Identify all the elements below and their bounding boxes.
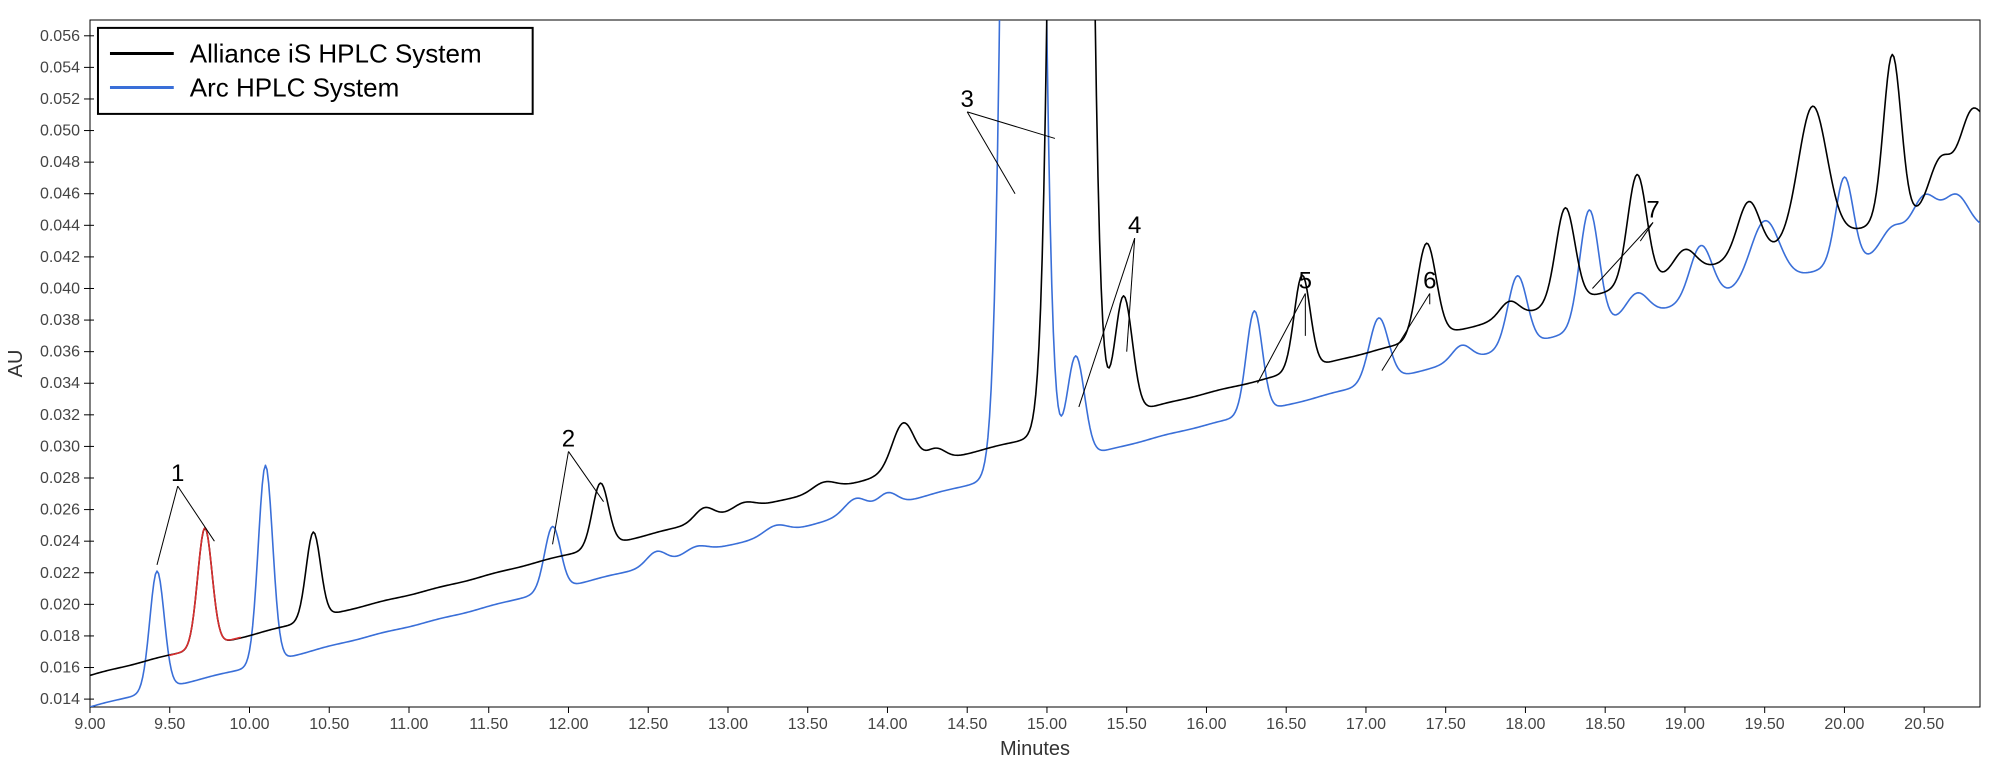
svg-text:9.00: 9.00 (74, 716, 105, 733)
svg-text:0.030: 0.030 (40, 438, 80, 455)
svg-text:0.042: 0.042 (40, 249, 80, 266)
svg-text:0.018: 0.018 (40, 628, 80, 645)
svg-text:0.050: 0.050 (40, 123, 80, 140)
svg-text:9.50: 9.50 (154, 716, 185, 733)
svg-text:13.50: 13.50 (788, 716, 828, 733)
svg-text:16.50: 16.50 (1266, 716, 1306, 733)
svg-text:0.038: 0.038 (40, 312, 80, 329)
svg-text:15.00: 15.00 (1027, 716, 1067, 733)
svg-text:12.50: 12.50 (628, 716, 668, 733)
svg-text:0.040: 0.040 (40, 280, 80, 297)
svg-text:0.034: 0.034 (40, 375, 80, 392)
svg-text:10.50: 10.50 (309, 716, 349, 733)
svg-text:0.046: 0.046 (40, 186, 80, 203)
svg-text:6: 6 (1423, 267, 1436, 294)
svg-text:0.016: 0.016 (40, 660, 80, 677)
svg-text:0.014: 0.014 (40, 691, 80, 708)
svg-text:2: 2 (562, 425, 575, 452)
svg-text:0.024: 0.024 (40, 533, 80, 550)
svg-text:0.022: 0.022 (40, 565, 80, 582)
svg-text:13.00: 13.00 (708, 716, 748, 733)
svg-text:1: 1 (171, 460, 184, 487)
chromatogram-svg: 9.009.5010.0010.5011.0011.5012.0012.5013… (0, 0, 2000, 767)
svg-text:16.00: 16.00 (1186, 716, 1226, 733)
svg-text:0.052: 0.052 (40, 91, 80, 108)
svg-text:17.00: 17.00 (1346, 716, 1386, 733)
svg-text:7: 7 (1646, 196, 1659, 223)
svg-text:14.00: 14.00 (867, 716, 907, 733)
svg-text:10.00: 10.00 (229, 716, 269, 733)
svg-text:3: 3 (961, 86, 974, 113)
svg-text:Arc HPLC System: Arc HPLC System (190, 73, 400, 103)
svg-text:AU: AU (5, 350, 27, 378)
svg-text:20.00: 20.00 (1824, 716, 1864, 733)
svg-text:14.50: 14.50 (947, 716, 987, 733)
svg-text:0.032: 0.032 (40, 407, 80, 424)
svg-text:15.50: 15.50 (1107, 716, 1147, 733)
svg-text:Minutes: Minutes (1000, 738, 1070, 760)
svg-text:0.036: 0.036 (40, 344, 80, 361)
svg-text:0.048: 0.048 (40, 154, 80, 171)
svg-text:0.028: 0.028 (40, 470, 80, 487)
svg-text:Alliance iS HPLC System: Alliance iS HPLC System (190, 39, 482, 69)
svg-text:12.00: 12.00 (548, 716, 588, 733)
svg-text:18.50: 18.50 (1585, 716, 1625, 733)
svg-text:11.50: 11.50 (469, 716, 508, 733)
svg-text:20.50: 20.50 (1904, 716, 1944, 733)
svg-text:5: 5 (1299, 267, 1312, 294)
chromatogram-chart: 9.009.5010.0010.5011.0011.5012.0012.5013… (0, 0, 2000, 767)
svg-text:19.00: 19.00 (1665, 716, 1705, 733)
svg-text:17.50: 17.50 (1426, 716, 1466, 733)
svg-text:11.00: 11.00 (390, 716, 429, 733)
svg-text:0.056: 0.056 (40, 28, 80, 45)
svg-text:0.020: 0.020 (40, 596, 80, 613)
svg-text:18.00: 18.00 (1505, 716, 1545, 733)
svg-text:19.50: 19.50 (1745, 716, 1785, 733)
svg-text:4: 4 (1128, 212, 1141, 239)
svg-text:0.026: 0.026 (40, 502, 80, 519)
svg-text:0.054: 0.054 (40, 59, 80, 76)
svg-text:0.044: 0.044 (40, 217, 80, 234)
